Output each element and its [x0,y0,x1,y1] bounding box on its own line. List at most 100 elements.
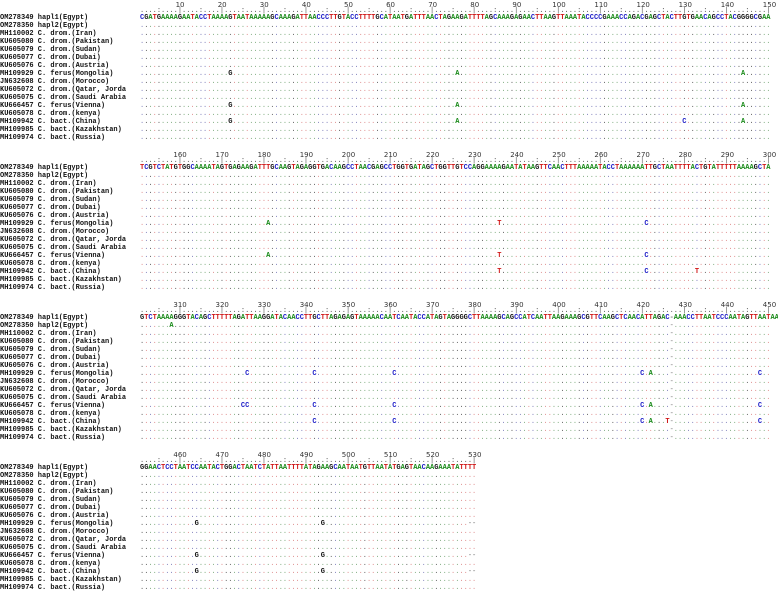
ruler-ticks: ....:....|....:....|....:....|....:....|… [140,457,477,465]
sequence-name: KU605079 C. drom.(Sudan) [0,46,101,54]
sequence-name: MH109985 C. bact.(Kazakhstan) [0,276,122,284]
sequence-name: KU605079 C. drom.(Sudan) [0,496,101,504]
sequence-name: KU605076 C. drom.(Austria) [0,62,110,70]
sequence-name: KU605080 C. drom.(Pakistan) [0,188,114,196]
ruler-tick-label: 270 [636,151,650,159]
sequence-name: MH109985 C. bact.(Kazakhstan) [0,576,122,584]
ruler-tick-label: 220 [425,151,440,159]
reference-sequence: TCGTCTATGTGGCAAAATAGTGAGAAGATTTGCAAGTAGA… [140,164,771,172]
sequence-row: ........................................… [140,78,771,86]
reference-sequence: CGATGAAAAGAATACCTAAAAGTAATAAAAAGCAAAGATT… [140,14,771,22]
sequence-row: .....................G..................… [140,102,771,110]
sequence-name: JN632608 C. drom.(Morocco) [0,378,110,386]
sequence-name: KU605077 C. drom.(Dubai) [0,354,101,362]
sequence-name: JN632608 C. drom.(Morocco) [0,228,110,236]
sequence-name: KU605080 C. drom.(Pakistan) [0,338,114,346]
sequence-name: KU605076 C. drom.(Austria) [0,212,110,220]
ruler-tick-label: 390 [510,301,524,309]
sequence-name: OM278350 hapl2(Egypt) [0,22,89,30]
sequence-name: KU605080 C. drom.(Pakistan) [0,38,114,46]
ruler-tick-label: 340 [299,301,314,309]
alignment-block: 160 170 180 190 200 210 220 230 240 250 260 270 280 2… [0,150,778,300]
sequence-row: ........................................… [140,354,771,362]
sequence-row: ........................................… [140,576,477,584]
sequence-name: KU605079 C. drom.(Sudan) [0,346,101,354]
sequence-name: MH109974 C. bact.(Russia) [0,284,106,292]
sequence-row: ........................................… [140,86,771,94]
alignment-block: 310 320 330 340 350 360 370 380 390 400 410 420 430 4… [0,300,778,450]
sequence-row: ........................................… [140,260,771,268]
ruler-tick-label: 420 [636,301,650,309]
sequence-name: OM278349 hapl1(Egypt) [0,314,89,322]
ruler-tick-label: 30 [259,1,269,9]
sequence-name: MH109974 C. bact.(Russia) [0,134,106,142]
sequence-row: .............G..........................… [140,520,477,528]
ruler-tick-label: 80 [470,1,480,9]
sequence-row: ........................................… [140,110,771,118]
ruler-tick-label: 70 [428,1,438,9]
ruler-tick-label: 160 [173,151,187,159]
sequence-row: ........................................… [140,504,477,512]
sequence-name: OM278350 hapl2(Egypt) [0,172,89,180]
ruler-tick-label: 40 [301,1,311,9]
ruler-tick-label: 510 [383,451,398,459]
sequence-row: ........................................… [140,126,771,134]
sequence-name: KU605078 C. drom.(kenya) [0,560,101,568]
sequence-row: ........................................… [140,94,771,102]
sequence-name: OM278350 hapl2(Egypt) [0,322,89,330]
sequence-row: ........................................… [140,434,771,442]
ruler-tick-label: 230 [468,151,482,159]
sequence-name: MH110002 C. drom.(Iran) [0,30,97,38]
sequence-name: MH109929 C. ferus(Mongolia) [0,370,114,378]
sequence-name: KU605075 C. drom.(Saudi Arabia [0,94,127,102]
sequence-row: ........................................… [140,386,771,394]
ruler-tick-label: 430 [678,301,692,309]
sequence-row: ........................................… [140,62,771,70]
ruler-ticks: ....:....|....:....|....:....|....:....|… [140,157,771,165]
sequence-name: OM278350 hapl2(Egypt) [0,472,89,480]
sequence-row: ..............................A.........… [140,220,771,228]
sequence-row: ........................................… [140,544,477,552]
ruler-tick-label: 200 [341,151,356,159]
sequence-name: KU605076 C. drom.(Austria) [0,512,110,520]
sequence-name: KU666457 C. ferus(Vienna) [0,252,106,260]
ruler-tick-label: 470 [215,451,229,459]
sequence-row: ........................................… [140,30,771,38]
sequence-row: ........................................… [140,346,771,354]
sequence-row: ........................................… [140,472,477,480]
alignment-block: 460 470 480 490 500 510 520 530 ....:....|....:.… [0,450,778,600]
sequence-row: .....................G..................… [140,70,771,78]
sequence-row: ........................................… [140,244,771,252]
sequence-row: .........................C..............… [140,370,771,378]
ruler-tick-label: 380 [468,301,482,309]
sequence-row: ........................................… [140,378,771,386]
sequence-row: ........................................… [140,394,771,402]
sequence-row: ........................................… [140,584,477,592]
sequence-row: ........................................… [140,134,771,142]
sequence-row: ........................................… [140,284,771,292]
sequence-name: KU605078 C. drom.(kenya) [0,110,101,118]
sequence-name: KU605077 C. drom.(Dubai) [0,504,101,512]
sequence-name: KU605078 C. drom.(kenya) [0,410,101,418]
sequence-name: KU605072 C. drom.(Qatar, Jorda [0,536,127,544]
ruler-ticks: ....:....|....:....|....:....|....:....|… [140,307,771,315]
sequence-row: .............G..........................… [140,568,477,576]
ruler-tick-label: 440 [720,301,735,309]
sequence-row: ........................................… [140,480,477,488]
sequence-name: MH109974 C. bact.(Russia) [0,434,106,442]
ruler-tick-label: 450 [762,301,777,309]
sequence-row: ........................................… [140,330,771,338]
sequence-row: .............G..........................… [140,552,477,560]
sequence-name: KU605076 C. drom.(Austria) [0,362,110,370]
sequence-row: ........................................… [140,46,771,54]
ruler-tick-label: 280 [678,151,692,159]
ruler-tick-label: 360 [383,301,398,309]
sequence-row: ........................................… [140,426,771,434]
sequence-name: MH110002 C. drom.(Iran) [0,330,97,338]
sequence-name: KU605075 C. drom.(Saudi Arabia [0,394,127,402]
ruler-tick-label: 330 [257,301,271,309]
ruler-tick-label: 210 [383,151,398,159]
ruler-tick-label: 250 [552,151,566,159]
sequence-name: KU605077 C. drom.(Dubai) [0,204,101,212]
ruler-tick-label: 310 [173,301,187,309]
